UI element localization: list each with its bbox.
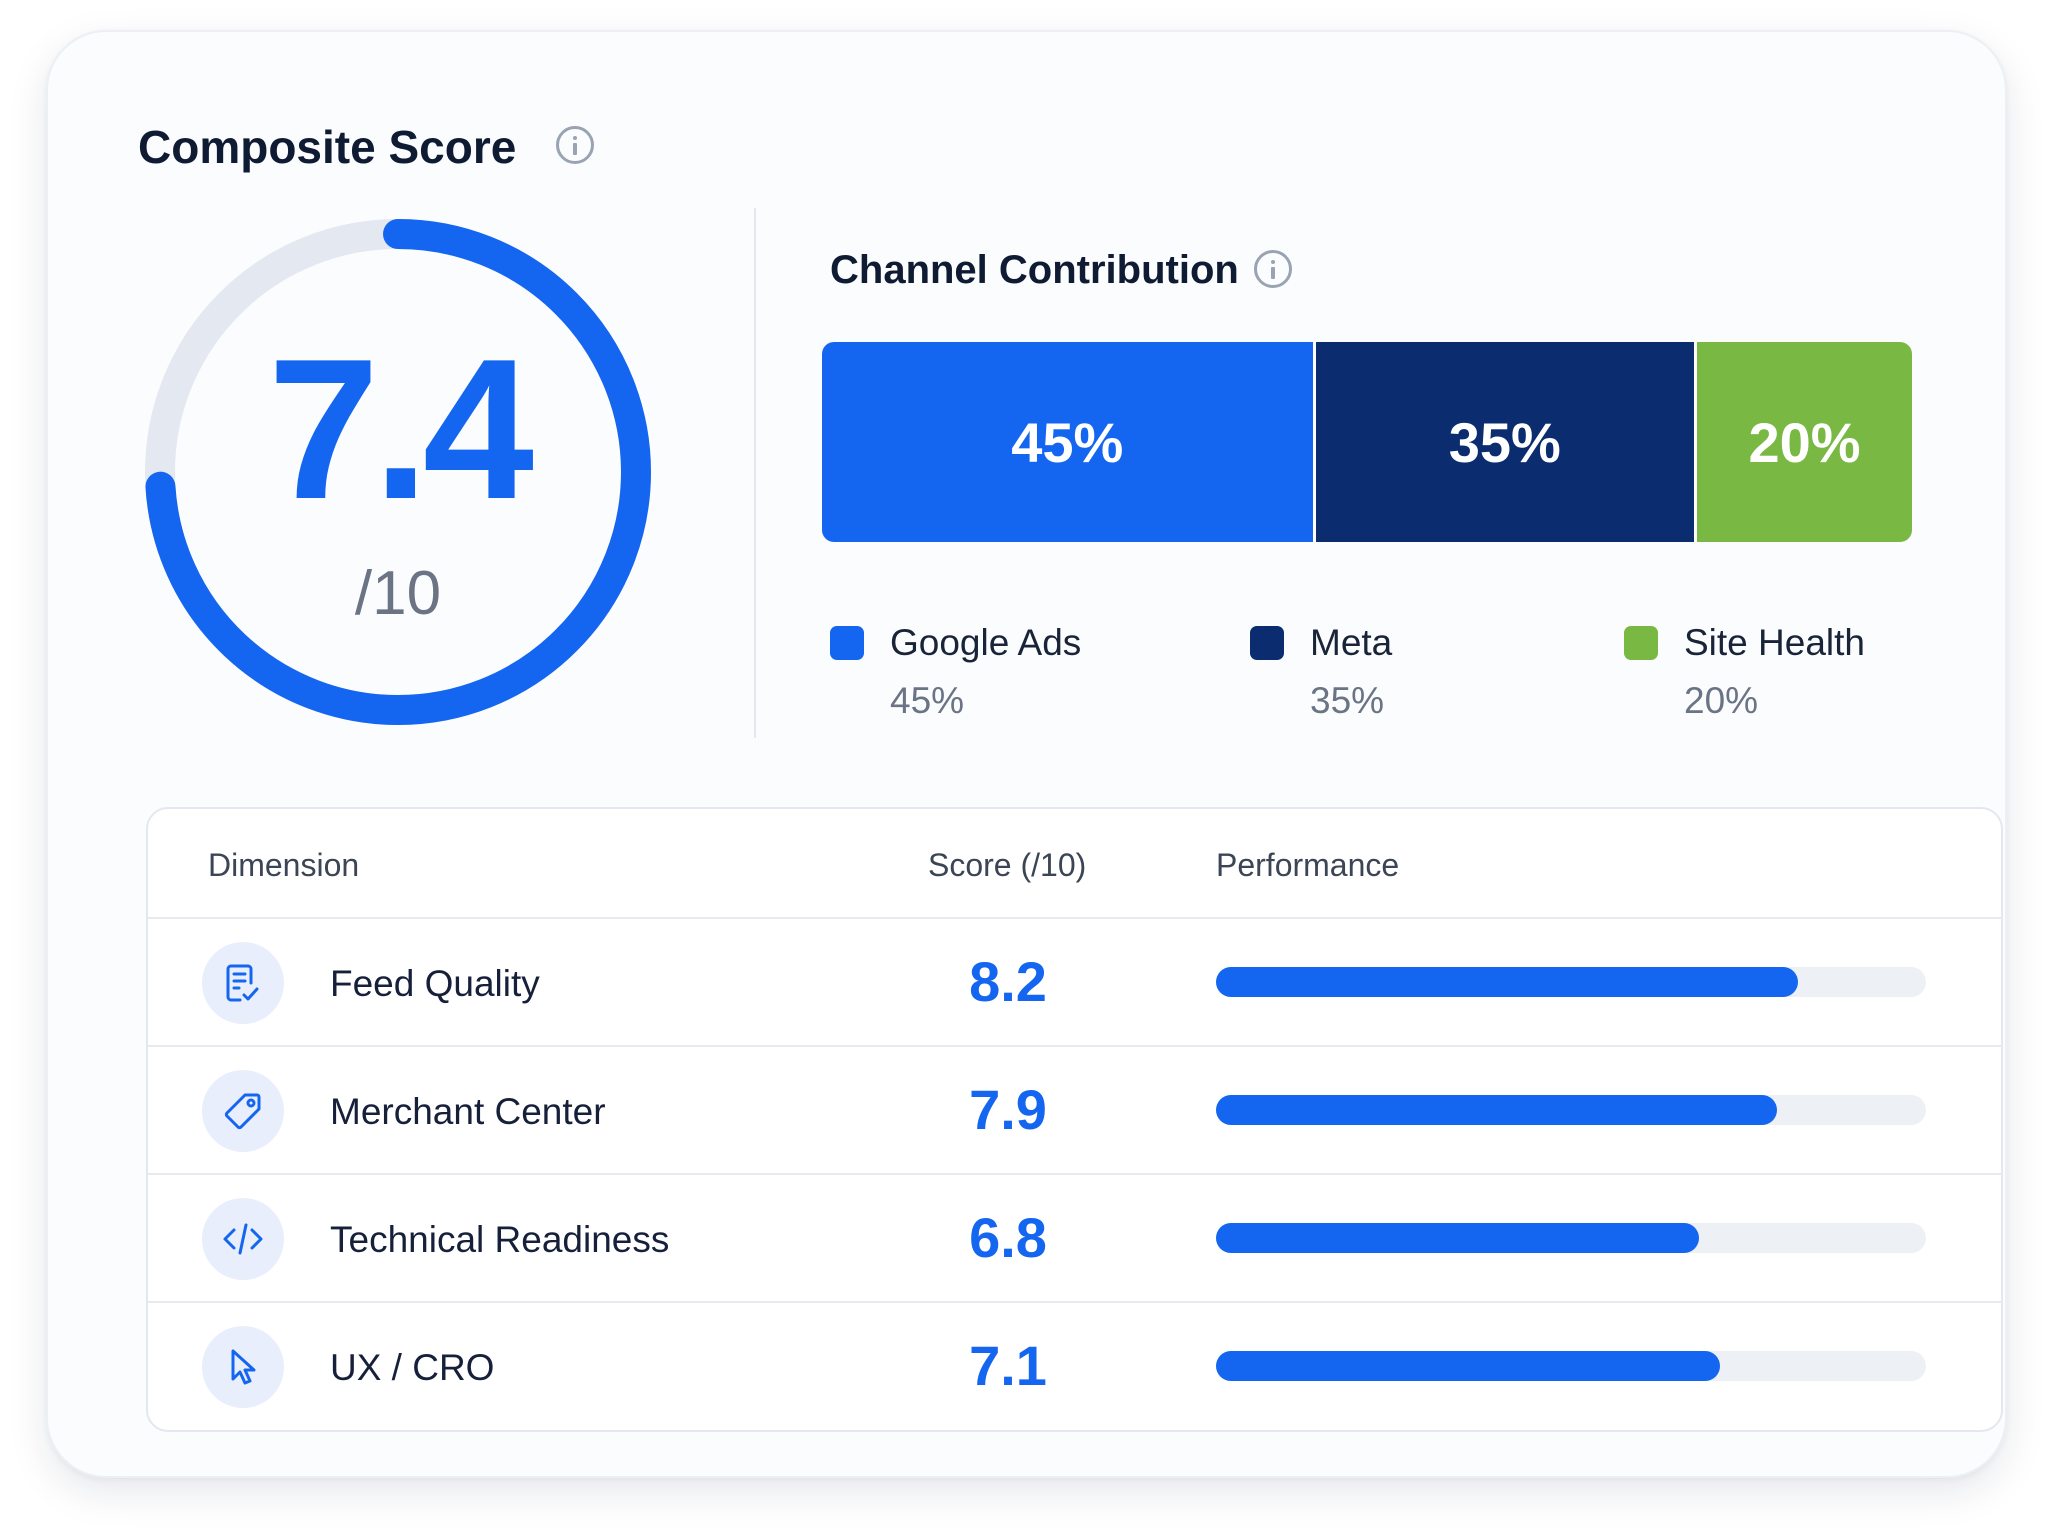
- header-dimension: Dimension: [208, 847, 360, 883]
- legend-percent: 20%: [1684, 680, 1759, 721]
- performance-bar: [1216, 1351, 1926, 1381]
- segment-site-health[interactable]: 20%: [1694, 342, 1912, 542]
- performance-bar: [1216, 1223, 1926, 1253]
- legend-percent: 45%: [890, 680, 965, 721]
- legend-percent: 35%: [1310, 680, 1385, 721]
- info-icon[interactable]: [556, 126, 594, 164]
- performance-bar-fill: [1216, 1223, 1699, 1253]
- segment-google-ads[interactable]: 45%: [822, 342, 1313, 542]
- composite-score-gauge: 7.4 /10: [144, 218, 652, 726]
- section-divider: [754, 208, 756, 738]
- feed-checklist-icon: [202, 942, 284, 1024]
- table-row[interactable]: Technical Readiness 6.8: [148, 1175, 2001, 1303]
- info-icon[interactable]: [1254, 250, 1292, 288]
- table-header: Dimension Score (/10) Performance: [148, 809, 2001, 919]
- dimension-label: Technical Readiness: [330, 1219, 670, 1260]
- code-icon: [202, 1198, 284, 1280]
- composite-score-value: 7.4: [267, 318, 534, 541]
- table-row[interactable]: UX / CRO 7.1: [148, 1303, 2001, 1430]
- gauge-progress-arc: [145, 219, 651, 725]
- legend-label: Site Health: [1684, 622, 1865, 663]
- dimension-score: 7.1: [969, 1334, 1047, 1397]
- performance-bar: [1216, 967, 1926, 997]
- legend-swatch-meta: [1250, 626, 1284, 660]
- composite-score-title: Composite Score: [138, 121, 517, 173]
- legend-label: Google Ads: [890, 622, 1082, 663]
- dimension-score: 8.2: [969, 950, 1047, 1013]
- legend-label: Meta: [1310, 622, 1393, 663]
- performance-bar-fill: [1216, 1095, 1777, 1125]
- legend-swatch-site-health: [1624, 626, 1658, 660]
- cursor-pointer-icon: [202, 1326, 284, 1408]
- dimension-label: Feed Quality: [330, 963, 540, 1004]
- gauge-ring: [145, 219, 651, 725]
- dimension-score: 6.8: [969, 1206, 1047, 1269]
- channel-contribution-title: Channel Contribution: [830, 248, 1239, 292]
- composite-score-max: /10: [354, 559, 442, 628]
- table-row[interactable]: Merchant Center 7.9: [148, 1047, 2001, 1175]
- dimension-label: UX / CRO: [330, 1347, 495, 1388]
- dimension-label: Merchant Center: [330, 1091, 606, 1132]
- channel-contribution-bar: 45% 35% 20%: [822, 342, 1912, 542]
- header-performance: Performance: [1216, 847, 1400, 883]
- segment-meta[interactable]: 35%: [1312, 342, 1694, 542]
- performance-bar: [1216, 1095, 1926, 1125]
- dimension-table: Dimension Score (/10) Performance Feed Q…: [146, 807, 2003, 1432]
- performance-bar-fill: [1216, 1351, 1721, 1381]
- performance-bar-fill: [1216, 967, 1799, 997]
- dimension-score: 7.9: [969, 1078, 1047, 1141]
- table-row[interactable]: Feed Quality 8.2: [148, 919, 2001, 1047]
- header-score: Score (/10): [928, 847, 1087, 883]
- legend-swatch-google-ads: [830, 626, 864, 660]
- tag-icon: [202, 1070, 284, 1152]
- composite-score-card: Composite Score 7.4 /10 Channel Contribu…: [46, 30, 2007, 1478]
